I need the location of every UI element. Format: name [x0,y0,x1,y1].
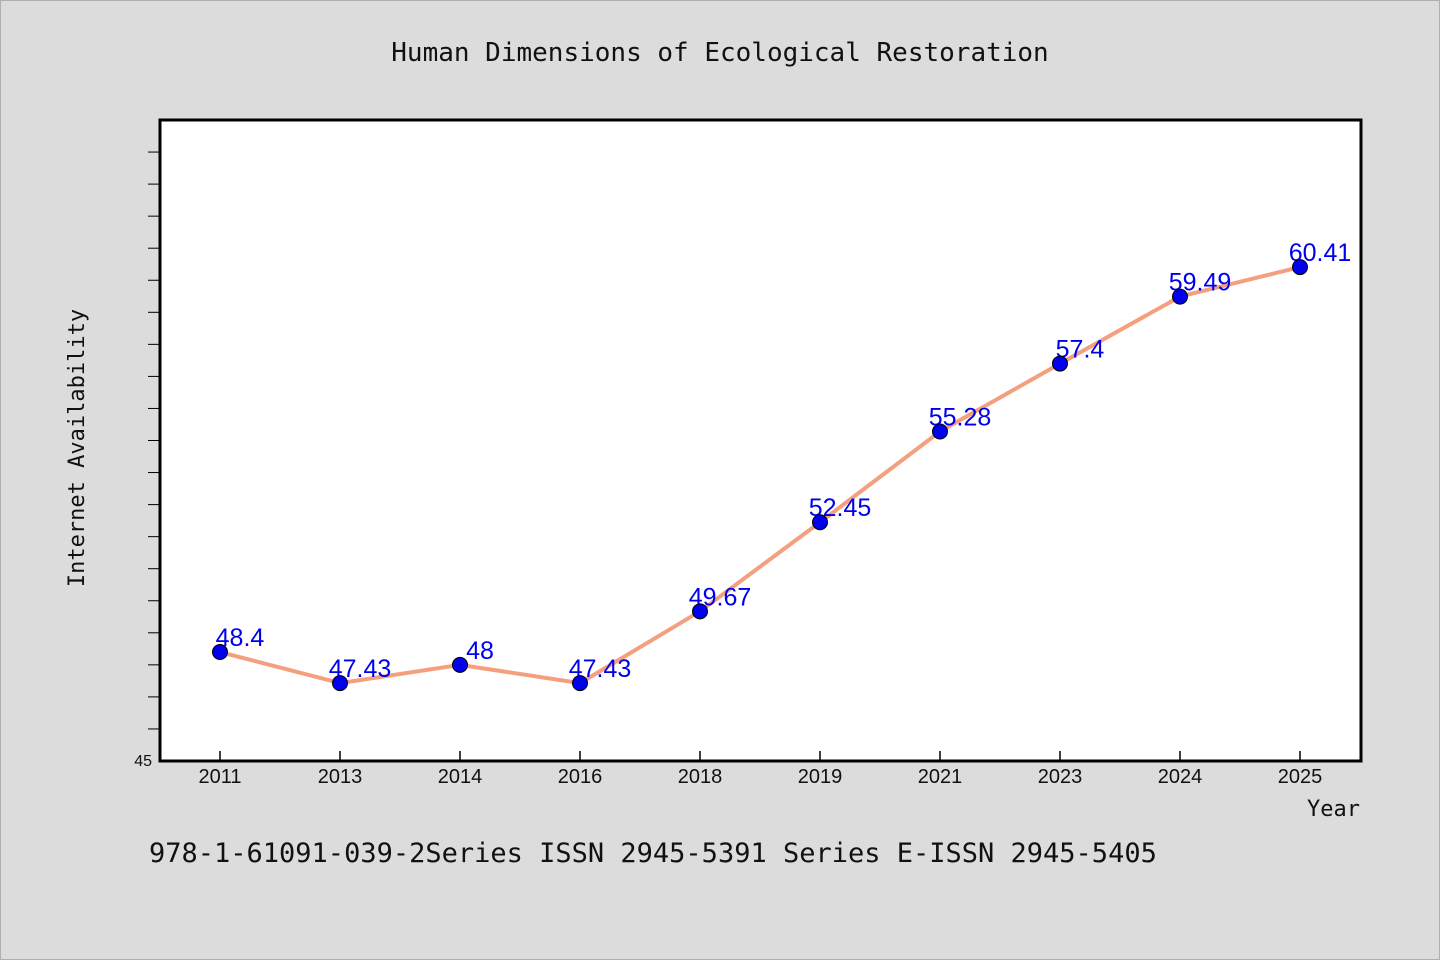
plot-area [158,118,1363,763]
series-layer [218,265,1302,686]
footer-isbn-issn: 978-1-61091-039-2Series ISSN 2945-5391 S… [149,838,1157,869]
data-point-marker [692,603,708,620]
data-label: 48 [466,637,494,665]
y-axis-label: Internet Availability [65,309,90,587]
x-tick-label: 2024 [1158,766,1203,788]
x-tick-label: 2016 [558,766,603,788]
x-tick-label: 2011 [198,766,241,788]
data-point-marker [812,514,828,531]
x-tick-label: 2013 [318,766,363,788]
data-point-marker [332,675,348,692]
data-point-marker [452,656,468,673]
x-tick-label: 2025 [1278,766,1323,788]
data-point-marker [1292,259,1308,276]
x-tick-label: 2023 [1038,766,1083,788]
data-point-marker [1172,288,1188,305]
x-axis-ticks: 2011 2013 2014 2016 2018 2019 2021 2023 2024 2025 [198,751,1322,788]
chart-title: Human Dimensions of Ecological Restorati… [391,38,1048,68]
x-tick-label: 2021 [918,766,963,788]
data-point-marker [212,644,228,661]
data-point-marker [572,675,588,692]
data-point-marker [1052,355,1068,372]
x-tick-label: 2018 [678,766,723,788]
data-labels-layer: 48.447.434847.4349.6752.4555.2857.459.49… [212,239,1351,692]
y-tick-label-min: 45 [134,753,152,770]
series-line [218,265,1302,686]
x-axis-label: Year [1307,797,1360,822]
x-tick-label: 2019 [798,766,843,788]
x-tick-label: 2014 [438,766,483,788]
data-point-marker [932,423,948,440]
y-axis-ticks [148,151,159,730]
